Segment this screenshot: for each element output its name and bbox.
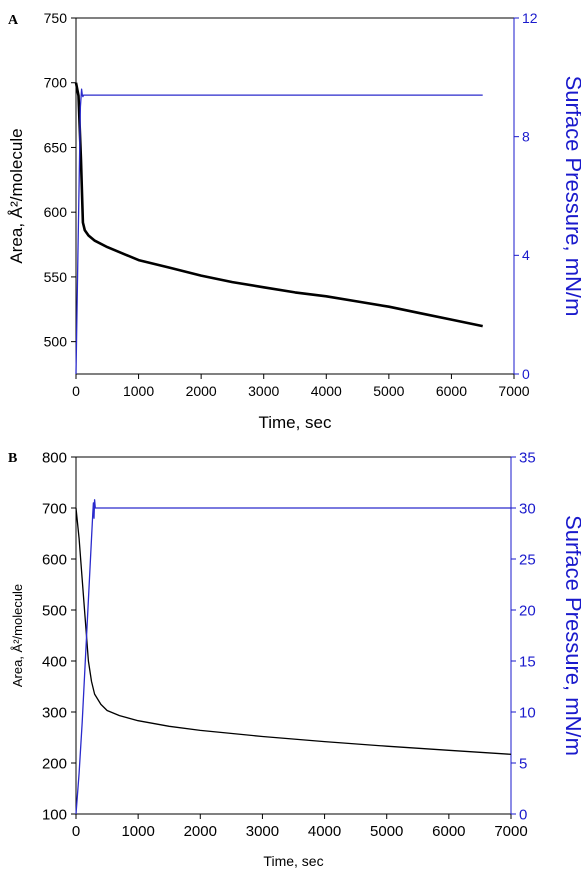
x-tick-label: 4000 [308,823,341,840]
x-axis-title: Time, sec [258,413,332,432]
panel-a: A 0 1000 2000 3000 4000 5000 6000 7000500550600… [7,10,581,432]
x-tick-label: 6000 [432,823,465,840]
x-tick-label: 5000 [373,383,404,399]
y-left-tick-label: 500 [42,602,67,619]
x-tick-label: 1000 [123,383,154,399]
y-right-tick-label: 15 [519,653,536,670]
y-right-tick-label: 8 [522,129,530,145]
area-series-line [75,507,512,755]
surface-pressure-series-line [75,499,511,815]
y-left-tick-label: 100 [42,806,67,823]
y-left-axis-title: Area, Å²/molecule [7,128,26,263]
y-left-axis-title: Area, Å²/molecule [10,584,25,687]
y-left-tick-label: 600 [44,204,68,220]
y-right-tick-label: 35 [519,449,536,466]
y-left-tick-label: 650 [44,139,68,155]
x-tick-label: 1000 [121,823,154,840]
y-right-tick-label: 0 [522,366,530,382]
y-left-tick-label: 400 [42,653,67,670]
x-tick-label: 6000 [436,383,467,399]
x-tick-label: 0 [72,383,80,399]
y-right-tick-label: 12 [522,10,538,26]
y-left-tick-label: 600 [42,551,67,568]
y-left-tick-label: 700 [42,500,67,517]
x-tick-label: 2000 [186,383,217,399]
panel-b: B 0 1000 2000 3000 4000 5000 6000 7000100200300… [8,449,581,869]
x-tick-label: 7000 [498,383,529,399]
y-right-tick-label: 0 [519,806,527,823]
x-tick-label: 3000 [246,823,279,840]
x-tick-label: 0 [72,823,80,840]
y-left-tick-label: 700 [44,75,68,91]
y-left-tick-label: 300 [42,704,67,721]
y-left-tick-label: 550 [44,269,68,285]
x-tick-label: 5000 [370,823,403,840]
y-left-tick-label: 500 [44,334,68,350]
x-tick-label: 3000 [248,383,279,399]
panel-b-letter: B [8,451,17,466]
y-right-tick-label: 30 [519,500,536,517]
y-left-tick-label: 750 [44,10,68,26]
panel-a-letter: A [8,13,19,28]
x-tick-label: 4000 [311,383,342,399]
y-left-tick-label: 800 [42,449,67,466]
y-right-tick-label: 10 [519,704,536,721]
y-left-tick-label: 200 [42,755,67,772]
x-tick-label: 2000 [184,823,217,840]
y-right-axis-title: Surface Pressure, mN/m [561,515,581,756]
area-series-line [74,82,483,328]
x-tick-label: 7000 [494,823,527,840]
x-axis-title: Time, sec [263,853,323,869]
y-right-tick-label: 5 [519,755,527,772]
y-right-tick-label: 20 [519,602,536,619]
y-right-axis-title: Surface Pressure, mN/m [561,76,581,317]
y-right-tick-label: 25 [519,551,536,568]
y-right-tick-label: 4 [522,247,530,263]
surface-pressure-series-line [75,88,483,375]
